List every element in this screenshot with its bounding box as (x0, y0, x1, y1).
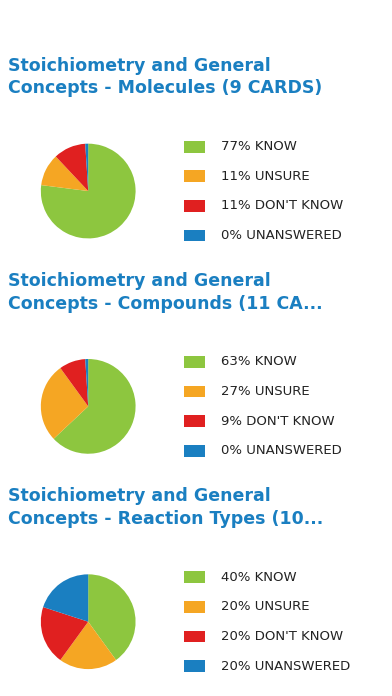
Wedge shape (85, 359, 88, 406)
Wedge shape (56, 144, 88, 191)
Text: Stoichiometry and General
Concepts - Compounds (11 CA...: Stoichiometry and General Concepts - Com… (8, 272, 323, 313)
Bar (184, 661, 205, 672)
Text: 20% DON'T KNOW: 20% DON'T KNOW (221, 630, 343, 643)
Text: Stoichiometry and General
Concepts - Molecules (9 CARDS): Stoichiometry and General Concepts - Mol… (8, 56, 322, 97)
Wedge shape (54, 359, 136, 454)
Text: 11% DON'T KNOW: 11% DON'T KNOW (221, 199, 343, 212)
Bar (184, 171, 205, 182)
Text: 40% KNOW: 40% KNOW (221, 571, 297, 584)
Text: 11% UNSURE: 11% UNSURE (221, 170, 310, 183)
Bar (184, 200, 205, 212)
Text: Stoichiometry and General
Concepts - Reaction Types (10...: Stoichiometry and General Concepts - Rea… (8, 487, 323, 528)
Bar (184, 230, 205, 242)
Text: 0% UNANSWERED: 0% UNANSWERED (221, 444, 342, 457)
Wedge shape (85, 143, 88, 191)
Text: 0% UNANSWERED: 0% UNANSWERED (221, 229, 342, 242)
Bar (184, 386, 205, 397)
Text: Statistics: Statistics (133, 13, 259, 37)
Bar (184, 571, 205, 583)
Text: 9% DON'T KNOW: 9% DON'T KNOW (221, 415, 335, 427)
Wedge shape (41, 607, 88, 660)
Text: 63% KNOW: 63% KNOW (221, 356, 297, 368)
Bar (184, 356, 205, 368)
Text: 27% UNSURE: 27% UNSURE (221, 385, 310, 398)
Bar (184, 601, 205, 612)
Wedge shape (41, 368, 88, 438)
Wedge shape (43, 574, 88, 622)
Wedge shape (88, 574, 136, 660)
Bar (184, 631, 205, 642)
Wedge shape (60, 359, 88, 406)
Wedge shape (60, 622, 116, 669)
Bar (184, 416, 205, 427)
Wedge shape (41, 157, 88, 191)
Wedge shape (41, 143, 136, 239)
Text: 77% KNOW: 77% KNOW (221, 140, 297, 153)
Bar (184, 445, 205, 457)
Bar (184, 141, 205, 152)
Text: 20% UNANSWERED: 20% UNANSWERED (221, 660, 350, 672)
Text: 20% UNSURE: 20% UNSURE (221, 601, 310, 613)
